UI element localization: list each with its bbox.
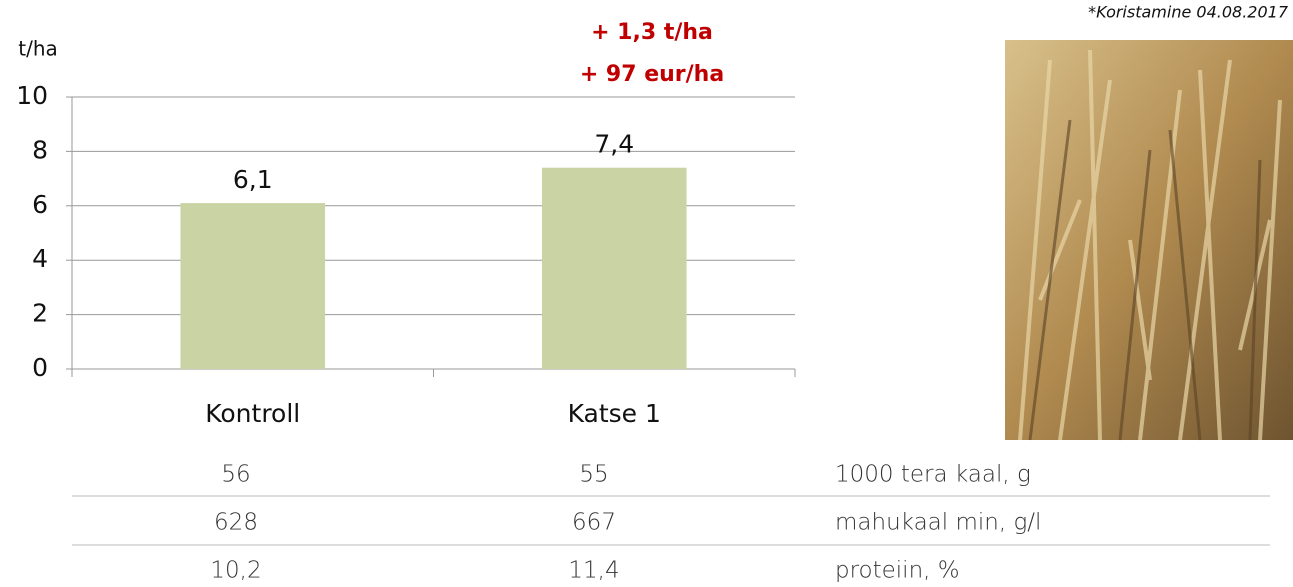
table-cell: 11,4 [568, 558, 619, 584]
y-tick-label: 0 [32, 353, 48, 382]
y-axis-label: t/ha [18, 37, 58, 61]
table-cell: 628 [214, 510, 258, 536]
table-cell: 1000 tera kaal, g [835, 462, 1031, 488]
y-tick-label: 6 [32, 190, 48, 219]
annotation: + 97 eur/ha [580, 62, 724, 87]
y-tick-label: 8 [32, 135, 48, 164]
table-cell: 55 [579, 462, 608, 488]
table-cell: mahukaal min, g/l [835, 510, 1041, 536]
value-label: 6,1 [233, 165, 273, 194]
x-tick-label: Katse 1 [568, 399, 661, 428]
bar [180, 203, 325, 369]
photo [1005, 40, 1293, 440]
bar [542, 168, 687, 369]
note: *Koristamine 04.08.2017 [1088, 3, 1289, 22]
table-cell: 56 [221, 462, 250, 488]
y-tick-label: 4 [32, 244, 48, 273]
table-cell: proteiin, % [835, 558, 960, 584]
table-cell: 667 [572, 510, 616, 536]
x-tick-label: Kontroll [205, 399, 300, 428]
annotation: + 1,3 t/ha [591, 20, 713, 45]
y-tick-label: 10 [16, 81, 48, 110]
y-tick-label: 2 [32, 299, 48, 328]
value-label: 7,4 [594, 130, 634, 159]
page: *Koristamine 04.08.2017 + 1,3 t/ha + 97 … [0, 0, 1293, 587]
table-cell: 10,2 [210, 558, 261, 584]
